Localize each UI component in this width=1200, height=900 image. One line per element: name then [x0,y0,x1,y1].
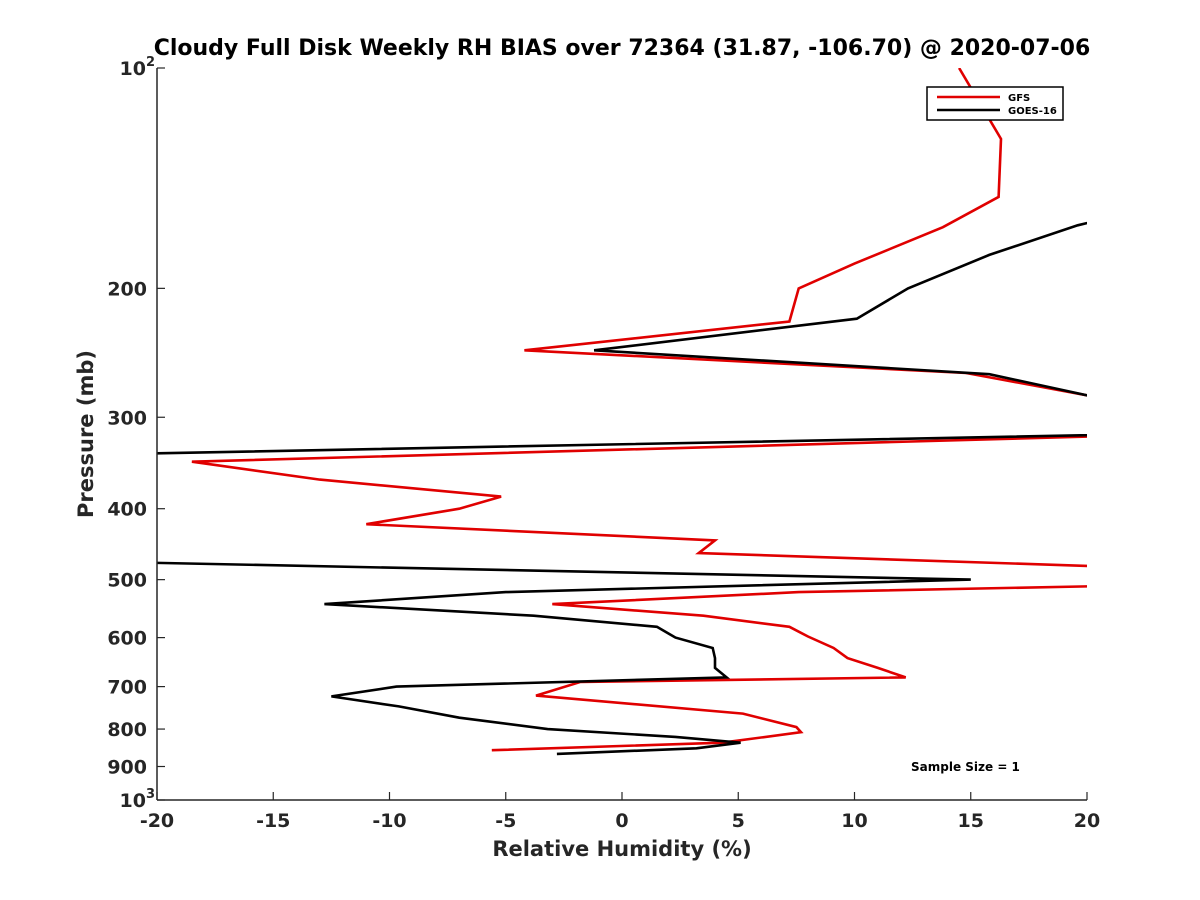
x-tick-label: 5 [732,810,745,832]
y-tick-label: 103 [120,787,156,812]
y-tick-label: 500 [107,570,147,592]
y-axis-label: Pressure (mb) [74,350,98,518]
y-tick-label: 600 [107,628,147,650]
x-tick-label: -10 [372,810,406,832]
series-layer [157,68,1087,756]
chart-title: Cloudy Full Disk Weekly RH BIAS over 723… [154,36,1091,61]
legend-label-gfs: GFS [1008,93,1030,104]
y-axis-ticks: 102 200 300 400 500 600 700 800 900 103 [107,55,165,812]
x-axis-label: Relative Humidity (%) [492,837,751,861]
x-tick-label: 15 [958,810,984,832]
y-tick-label: 800 [107,719,147,741]
x-tick-label: 20 [1074,810,1100,832]
series-line-gfs [191,68,1087,752]
y-tick-label: 400 [107,499,147,521]
series-line-goes16 [157,221,1087,756]
legend-box [926,86,1064,121]
legend-label-goes16: GOES-16 [1008,106,1057,117]
y-tick-label: 200 [107,278,147,300]
y-tick-label: 102 [120,55,156,80]
sample-size-annotation: Sample Size = 1 [911,760,1020,774]
y-tick-label: 300 [107,407,147,429]
x-tick-label: -20 [140,810,174,832]
x-tick-label: 0 [615,810,628,832]
x-axis-ticks: -20 -15 -10 -5 0 5 10 15 20 [140,792,1100,832]
y-tick-label: 900 [107,757,147,779]
x-tick-label: -5 [495,810,516,832]
legend: GFS GOES-16 [926,86,1064,121]
y-tick-label: 700 [107,677,147,699]
x-tick-label: 10 [841,810,867,832]
x-tick-label: -15 [256,810,290,832]
